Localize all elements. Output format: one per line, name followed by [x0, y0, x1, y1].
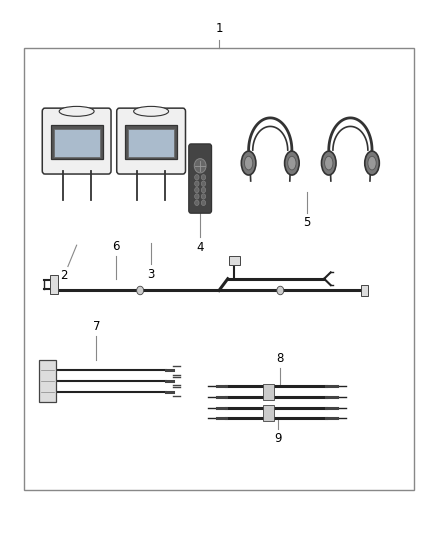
Text: 9: 9	[274, 432, 282, 445]
FancyBboxPatch shape	[117, 108, 186, 174]
Circle shape	[201, 175, 206, 180]
Text: 8: 8	[277, 352, 284, 365]
Circle shape	[194, 181, 199, 187]
Circle shape	[277, 286, 284, 295]
Circle shape	[194, 194, 199, 199]
Circle shape	[194, 200, 199, 206]
Bar	[263, 384, 274, 400]
Bar	[51, 125, 102, 159]
Bar	[54, 129, 99, 157]
Text: 1: 1	[215, 22, 223, 35]
Circle shape	[201, 200, 206, 206]
Ellipse shape	[365, 151, 379, 175]
Text: 2: 2	[60, 269, 67, 282]
Text: 6: 6	[112, 240, 120, 253]
Ellipse shape	[325, 156, 333, 170]
Bar	[128, 129, 174, 157]
FancyBboxPatch shape	[42, 108, 111, 174]
Bar	[229, 256, 240, 265]
Bar	[39, 360, 56, 402]
Text: 5: 5	[303, 216, 310, 229]
Ellipse shape	[59, 107, 94, 116]
Bar	[361, 285, 368, 296]
Circle shape	[201, 181, 206, 187]
Ellipse shape	[321, 151, 336, 175]
Ellipse shape	[241, 151, 256, 175]
Text: 7: 7	[92, 320, 100, 333]
Ellipse shape	[285, 151, 299, 175]
Circle shape	[201, 188, 206, 193]
Circle shape	[194, 188, 199, 193]
FancyBboxPatch shape	[189, 144, 212, 213]
Ellipse shape	[134, 107, 169, 116]
Bar	[263, 405, 274, 421]
Ellipse shape	[244, 156, 253, 170]
Circle shape	[194, 159, 206, 173]
Circle shape	[201, 194, 206, 199]
Circle shape	[194, 175, 199, 180]
Ellipse shape	[368, 156, 376, 170]
Bar	[50, 275, 58, 294]
Text: 4: 4	[196, 241, 204, 254]
Bar	[125, 125, 177, 159]
Bar	[24, 48, 414, 490]
Circle shape	[137, 286, 144, 295]
Ellipse shape	[288, 156, 296, 170]
Text: 3: 3	[148, 268, 155, 280]
